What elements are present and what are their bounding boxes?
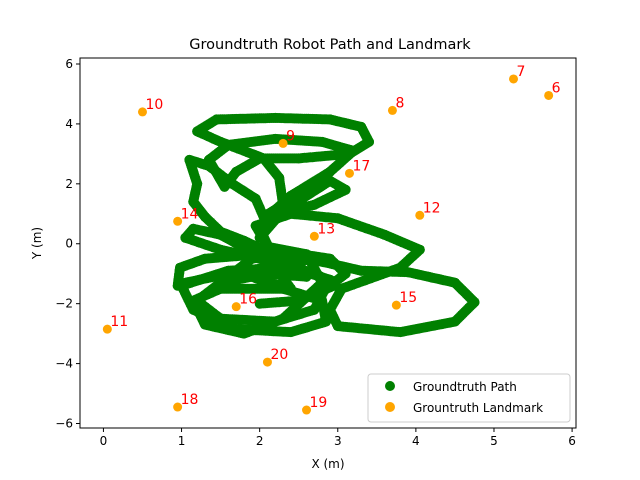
landmark-label: 12: [423, 200, 441, 216]
x-tick-label: 6: [568, 434, 576, 448]
landmark-point: [173, 216, 183, 226]
legend-box: [367, 373, 571, 423]
landmark-point: [262, 357, 272, 367]
landmark-label: 6: [552, 80, 561, 96]
y-tick-label: 2: [65, 177, 73, 191]
y-tick-label: 0: [65, 237, 73, 251]
legend-marker-path: [385, 381, 395, 391]
x-axis-label: X (m): [311, 457, 344, 471]
legend: Groundtruth Path Grountruth Landmark: [367, 373, 571, 423]
landmark-label: 9: [286, 128, 295, 144]
landmark-label: 14: [181, 206, 199, 222]
x-tick-label: 5: [490, 434, 498, 448]
path-point: [254, 298, 265, 309]
x-tick-label: 0: [100, 434, 108, 448]
legend-label-path: Groundtruth Path: [413, 380, 517, 394]
x-tick-label: 2: [256, 434, 264, 448]
landmark-label: 15: [399, 290, 417, 306]
landmark-point: [137, 107, 147, 117]
plot-area: 6 7 8 9 10 11 12 13 14 15 16 17 18 19 20: [102, 64, 561, 415]
landmark-point: [173, 402, 183, 412]
y-tick-label: −2: [55, 297, 73, 311]
landmark-label: 11: [110, 314, 128, 330]
landmark-label: 17: [352, 158, 370, 174]
x-tick-label: 1: [178, 434, 186, 448]
landmark-label: 19: [310, 395, 328, 411]
landmark-point: [278, 138, 288, 148]
x-tick-label: 4: [412, 434, 420, 448]
landmark-point: [387, 105, 397, 115]
y-tick-label: 4: [65, 117, 73, 131]
path-segment: [192, 112, 374, 222]
landmark-label: 7: [517, 64, 526, 80]
legend-marker-landmark: [385, 402, 395, 412]
landmark-point: [309, 231, 319, 241]
y-tick-label: 6: [65, 57, 73, 71]
landmark-label: 18: [181, 392, 199, 408]
landmark-point: [102, 324, 112, 334]
landmark-point: [415, 210, 425, 220]
x-axis: 0 1 2 3 4 5 6: [100, 428, 576, 448]
y-axis: −6 −4 −2 0 2 4 6: [55, 57, 80, 431]
landmark-label: 16: [239, 292, 257, 308]
landmark-label: 10: [145, 97, 163, 113]
landmark-label: 8: [395, 95, 404, 111]
y-tick-label: −4: [55, 357, 73, 371]
landmark-label: 13: [317, 221, 335, 237]
landmark-point: [344, 168, 354, 178]
landmark-point: [544, 90, 554, 100]
landmark-point: [302, 405, 312, 415]
landmark-label: 20: [270, 347, 288, 363]
landmark-point: [509, 74, 519, 84]
path-segment: [180, 261, 339, 309]
plot-frame: [79, 57, 577, 429]
legend-label-landmark: Grountruth Landmark: [413, 401, 543, 415]
landmark-point: [391, 300, 401, 310]
y-tick-label: −6: [55, 417, 73, 431]
y-axis-label: Y (m): [30, 227, 44, 260]
chart-title: Groundtruth Robot Path and Landmark: [189, 37, 471, 53]
landmark-point: [231, 302, 241, 312]
x-tick-label: 3: [334, 434, 342, 448]
